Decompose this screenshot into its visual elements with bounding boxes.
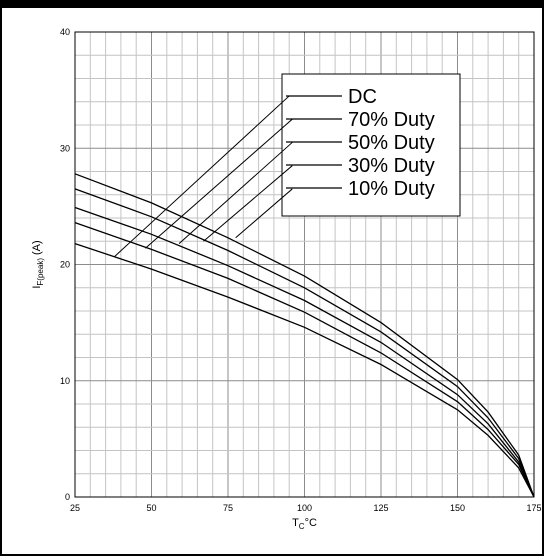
series-line [74, 206, 535, 498]
x-tick-label: 175 [526, 503, 541, 513]
x-axis-title: TC°C [292, 517, 317, 531]
y-tick-label: 20 [60, 260, 70, 270]
x-axis-title-unit: °C [305, 517, 317, 529]
leader-line [114, 95, 290, 257]
leader-line [235, 188, 293, 239]
series-lines [74, 173, 535, 498]
x-tick-label: 150 [450, 503, 465, 513]
series-line [74, 221, 535, 498]
x-tick-label: 125 [373, 503, 388, 513]
y-tick-label: 10 [60, 376, 70, 386]
top-border [0, 0, 544, 8]
legend-label: 30% Duty [348, 155, 435, 177]
legend-box [281, 73, 461, 217]
y-axis-title-unit: (A) [31, 240, 43, 255]
leader-line [145, 118, 293, 249]
y-axis-title-sub: F(peak) [36, 258, 45, 286]
leader-line [178, 142, 293, 244]
y-tick-label: 40 [60, 27, 70, 37]
x-axis-title-sub: C [299, 522, 305, 531]
x-axis-ticks: 25 50 75 100 125 150 175 [70, 503, 542, 513]
series-line [74, 188, 535, 498]
series-line [74, 173, 535, 498]
legend-label: 70% Duty [348, 109, 435, 131]
legend-label: DC [348, 86, 377, 108]
y-axis-title: IF(peak) (A) [31, 240, 45, 288]
x-tick-label: 25 [70, 503, 80, 513]
legend-label: 10% Duty [348, 178, 435, 200]
y-axis-ticks: 0 10 20 30 40 [60, 27, 70, 502]
leader-line [203, 165, 293, 242]
x-tick-label: 100 [297, 503, 312, 513]
legend-label: 50% Duty [348, 132, 435, 154]
y-tick-label: 0 [65, 492, 70, 502]
x-tick-label: 50 [146, 503, 156, 513]
plot-border [74, 31, 535, 498]
x-axis-title-main: T [292, 517, 299, 529]
y-axis-title-main: I [31, 286, 43, 289]
series-line [74, 242, 535, 498]
x-tick-label: 75 [223, 503, 233, 513]
y-tick-label: 30 [60, 143, 70, 153]
leader-lines [114, 95, 293, 257]
